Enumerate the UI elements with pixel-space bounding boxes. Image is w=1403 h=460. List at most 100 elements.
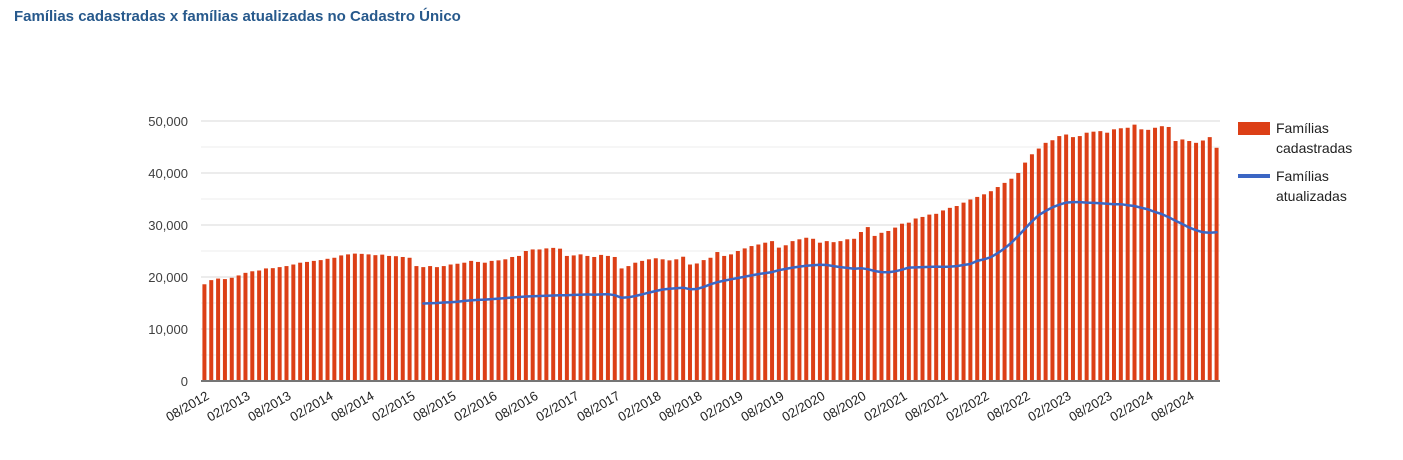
bar[interactable] bbox=[735, 251, 740, 381]
bar[interactable] bbox=[674, 259, 679, 381]
bar[interactable] bbox=[318, 260, 323, 381]
bar[interactable] bbox=[352, 253, 357, 381]
bar[interactable] bbox=[1064, 134, 1069, 381]
bar[interactable] bbox=[783, 245, 788, 381]
bar[interactable] bbox=[660, 259, 665, 381]
bar[interactable] bbox=[742, 248, 747, 381]
bar[interactable] bbox=[448, 264, 453, 381]
bar[interactable] bbox=[332, 257, 337, 381]
bar[interactable] bbox=[852, 238, 857, 381]
bar[interactable] bbox=[982, 194, 987, 381]
bar[interactable] bbox=[667, 260, 672, 381]
bar[interactable] bbox=[400, 256, 405, 381]
bar[interactable] bbox=[243, 272, 248, 381]
bar[interactable] bbox=[339, 255, 344, 381]
bar[interactable] bbox=[1200, 140, 1205, 382]
bar[interactable] bbox=[975, 196, 980, 381]
bar[interactable] bbox=[1139, 129, 1144, 381]
bar[interactable] bbox=[421, 267, 426, 381]
bar[interactable] bbox=[646, 259, 651, 381]
bar[interactable] bbox=[708, 257, 713, 381]
bar[interactable] bbox=[899, 223, 904, 381]
bar[interactable] bbox=[551, 247, 556, 381]
bar[interactable] bbox=[817, 242, 822, 381]
bar[interactable] bbox=[263, 268, 268, 381]
bar[interactable] bbox=[277, 267, 282, 381]
bar[interactable] bbox=[257, 270, 262, 382]
bar[interactable] bbox=[469, 260, 474, 381]
bar[interactable] bbox=[229, 277, 234, 381]
bar[interactable] bbox=[1173, 141, 1178, 381]
bar[interactable] bbox=[995, 187, 1000, 381]
bar[interactable] bbox=[1077, 136, 1082, 381]
bar[interactable] bbox=[366, 254, 371, 381]
bar[interactable] bbox=[1180, 139, 1185, 381]
bar[interactable] bbox=[612, 256, 617, 381]
bar[interactable] bbox=[640, 260, 645, 381]
bar[interactable] bbox=[749, 246, 754, 381]
bar[interactable] bbox=[687, 264, 692, 381]
bar[interactable] bbox=[291, 264, 296, 381]
bar[interactable] bbox=[1016, 173, 1021, 381]
bar[interactable] bbox=[428, 266, 433, 381]
bar[interactable] bbox=[1146, 129, 1151, 381]
bar[interactable] bbox=[599, 254, 604, 381]
bar[interactable] bbox=[523, 251, 528, 381]
bar[interactable] bbox=[1091, 131, 1096, 381]
bar[interactable] bbox=[858, 232, 863, 381]
bar[interactable] bbox=[694, 263, 699, 381]
bar[interactable] bbox=[503, 259, 508, 381]
bar[interactable] bbox=[1050, 140, 1055, 381]
bar[interactable] bbox=[1194, 142, 1199, 381]
bar[interactable] bbox=[927, 214, 932, 381]
bar[interactable] bbox=[1084, 132, 1089, 381]
bar[interactable] bbox=[1023, 162, 1028, 381]
bar[interactable] bbox=[298, 262, 303, 381]
bar[interactable] bbox=[913, 218, 918, 382]
bar[interactable] bbox=[879, 232, 884, 381]
bar[interactable] bbox=[886, 230, 891, 381]
bar[interactable] bbox=[1029, 154, 1034, 381]
bar[interactable] bbox=[1214, 147, 1219, 381]
bar[interactable] bbox=[325, 258, 330, 381]
bar[interactable] bbox=[434, 267, 439, 381]
bar[interactable] bbox=[1187, 141, 1192, 381]
bar[interactable] bbox=[496, 260, 501, 381]
bar[interactable] bbox=[1153, 127, 1158, 381]
bar[interactable] bbox=[1111, 129, 1116, 381]
bar[interactable] bbox=[729, 254, 734, 381]
bar[interactable] bbox=[626, 266, 631, 381]
bar[interactable] bbox=[865, 227, 870, 381]
bar[interactable] bbox=[311, 260, 316, 381]
bar[interactable] bbox=[270, 268, 275, 381]
bar[interactable] bbox=[380, 254, 385, 381]
bar[interactable] bbox=[305, 261, 310, 381]
bar[interactable] bbox=[373, 255, 378, 381]
bar[interactable] bbox=[701, 260, 706, 381]
bar[interactable] bbox=[571, 255, 576, 381]
bar[interactable] bbox=[831, 242, 836, 381]
bar[interactable] bbox=[489, 260, 494, 381]
bar[interactable] bbox=[845, 239, 850, 381]
bar[interactable] bbox=[530, 249, 535, 381]
bar[interactable] bbox=[1070, 137, 1075, 381]
bar[interactable] bbox=[510, 256, 515, 381]
bar[interactable] bbox=[236, 275, 241, 381]
bar[interactable] bbox=[284, 266, 289, 381]
bar[interactable] bbox=[222, 279, 227, 381]
bar[interactable] bbox=[1057, 136, 1062, 381]
bar[interactable] bbox=[387, 255, 392, 381]
bar[interactable] bbox=[920, 216, 925, 381]
bar[interactable] bbox=[537, 249, 542, 381]
bar[interactable] bbox=[209, 280, 214, 381]
bar[interactable] bbox=[790, 241, 795, 381]
bar[interactable] bbox=[585, 255, 590, 381]
bar[interactable] bbox=[1159, 126, 1164, 381]
bar[interactable] bbox=[407, 257, 412, 381]
bar[interactable] bbox=[838, 241, 843, 381]
bar[interactable] bbox=[564, 255, 569, 381]
bar[interactable] bbox=[578, 254, 583, 381]
bar[interactable] bbox=[715, 252, 720, 381]
bar[interactable] bbox=[1009, 178, 1014, 381]
bar[interactable] bbox=[804, 237, 809, 381]
